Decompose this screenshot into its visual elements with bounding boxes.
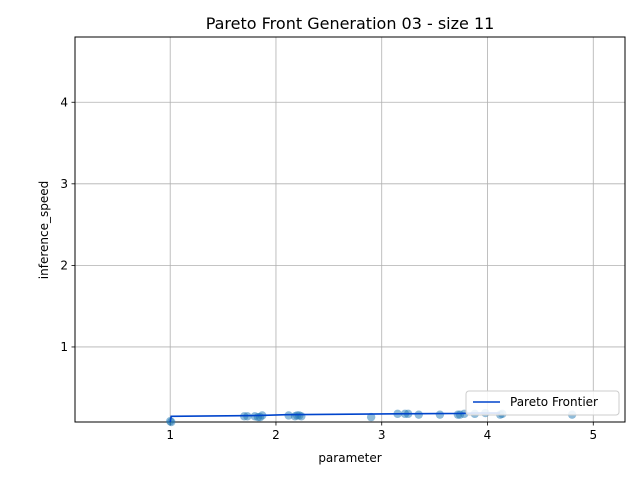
y-tick-label: 1	[60, 340, 68, 354]
x-tick-label: 3	[378, 428, 386, 442]
scatter-point	[297, 412, 306, 421]
chart-title: Pareto Front Generation 03 - size 11	[206, 14, 495, 33]
pareto-frontier-line	[169, 412, 501, 423]
y-axis-label: inference_speed	[37, 181, 51, 279]
x-axis-label: parameter	[318, 451, 381, 465]
scatter-point	[414, 410, 423, 419]
legend-box	[465, 390, 620, 416]
tick-group: 1 2 3 4 5 1 2 3 4	[60, 95, 597, 442]
scatter-point	[167, 417, 176, 427]
y-tick-label: 4	[60, 95, 68, 109]
x-tick-label: 5	[589, 428, 597, 442]
plot-area	[74, 36, 626, 423]
y-tick-label: 3	[60, 177, 68, 191]
scatter-point	[284, 411, 293, 420]
scatter-point	[435, 410, 445, 419]
y-tick-label: 2	[60, 258, 68, 272]
x-tick-label: 2	[272, 428, 280, 442]
legend: Pareto Frontier	[465, 390, 620, 416]
legend-label-pareto-frontier: Pareto Frontier	[510, 395, 598, 409]
grid	[75, 37, 625, 422]
scatter-point	[366, 412, 376, 422]
x-tick-label: 4	[484, 428, 492, 442]
x-tick-label: 1	[166, 428, 174, 442]
